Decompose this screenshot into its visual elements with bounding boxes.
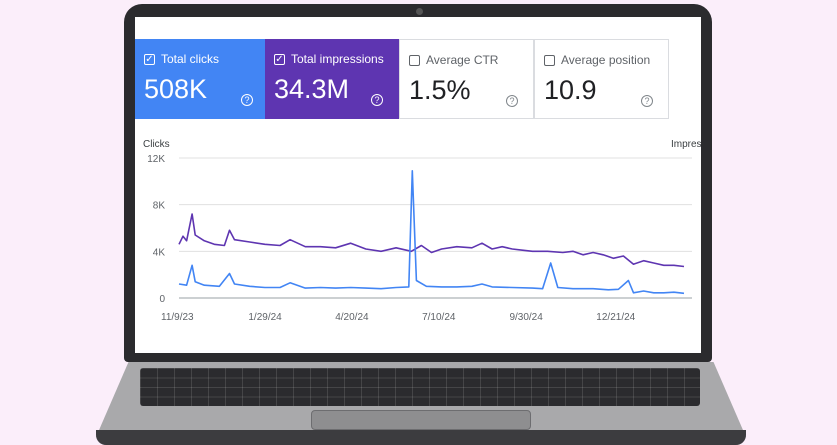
x-tick-label: 4/20/24 [335,312,369,323]
laptop-base-edge [96,430,746,445]
right-axis-title: Impres [671,139,701,150]
checkbox-icon[interactable]: ✓ [274,53,285,65]
checkbox-icon[interactable]: ✓ [144,53,155,65]
series-line-total-impressions[interactable] [178,213,685,268]
help-circle-icon[interactable]: ? [506,95,518,107]
webcam-icon [416,8,423,15]
card-row-spacer [669,39,701,119]
x-tick-label: 12/21/24 [596,312,635,323]
x-tick-label: 11/9/23 [161,312,194,323]
help-circle-icon[interactable]: ? [371,94,383,106]
y-tick-label: 4K [153,247,166,258]
y-tick-label: 12K [147,154,165,165]
metric-label: Total impressions [291,52,384,66]
y-tick-label: 8K [153,201,166,212]
x-tick-label: 7/10/24 [422,312,456,323]
checkbox-icon[interactable] [544,55,555,66]
metric-card-average-ctr[interactable]: Average CTR 1.5% ? [399,39,534,119]
metric-card-total-clicks[interactable]: ✓ Total clicks 508K ? [135,39,265,119]
keyboard [140,368,700,406]
metric-value: 34.3M [274,74,350,104]
top-bar [135,17,701,39]
help-circle-icon[interactable]: ? [641,95,653,107]
performance-dashboard: ✓ Total clicks 508K ? ✓ Total impression… [135,17,701,353]
x-tick-label: 9/30/24 [509,312,543,323]
metric-label: Total clicks [161,52,220,66]
checkbox-icon[interactable] [409,55,420,66]
left-axis-title: Clicks [143,139,170,150]
metric-label: Average position [561,53,651,67]
metric-card-total-impressions[interactable]: ✓ Total impressions 34.3M ? [265,39,399,119]
performance-chart[interactable]: Clicks Impres 12K 8K 4K 0 11/9/23 1/29/24 4/2… [135,17,701,353]
metric-value: 508K [144,74,208,104]
x-tick-label: 1/29/24 [248,312,282,323]
series-line-total-clicks[interactable] [178,170,685,295]
laptop-screen: ✓ Total clicks 508K ? ✓ Total impression… [135,17,701,353]
touchpad [311,410,531,430]
metric-card-average-position[interactable]: Average position 10.9 ? [534,39,669,119]
y-tick-label: 0 [159,294,165,305]
metric-value: 10.9 [544,75,597,105]
metric-value: 1.5% [409,75,471,105]
help-circle-icon[interactable]: ? [241,94,253,106]
metric-label: Average CTR [426,53,499,67]
